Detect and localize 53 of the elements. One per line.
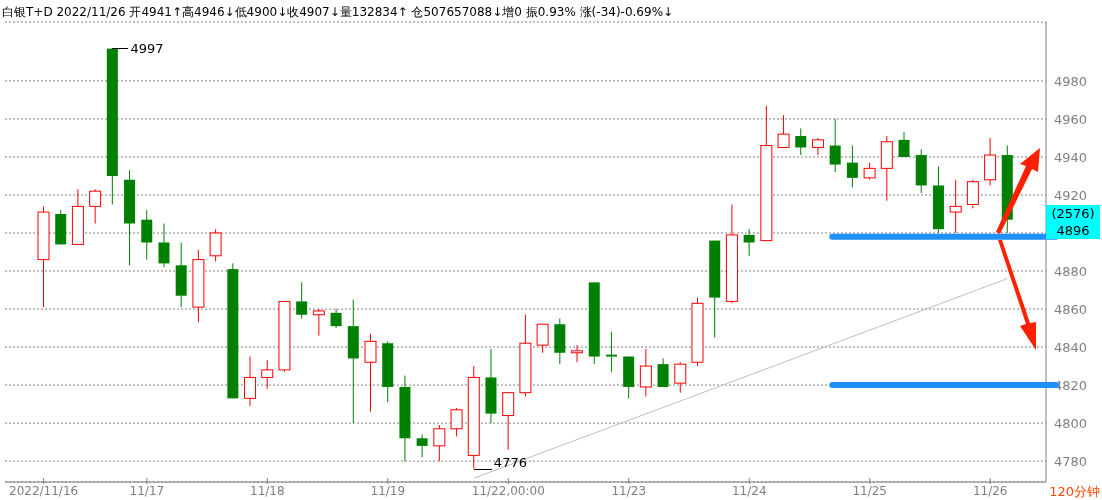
- candlestick: [141, 209, 153, 261]
- y-tick-label: 4860: [1054, 301, 1088, 317]
- candlestick: [261, 359, 274, 390]
- candlestick: [450, 407, 463, 437]
- text: 120分钟: [1049, 483, 1100, 500]
- y-tick-label: 4800: [1054, 415, 1088, 431]
- candlestick: [312, 308, 325, 337]
- candlestick: [364, 333, 377, 413]
- x-tick-label: 2022/11/16: [9, 484, 79, 498]
- y-tick-label: 4780: [1054, 453, 1088, 469]
- x-tick-label: 11/18: [250, 484, 285, 498]
- candlestick: [898, 131, 910, 158]
- y-tick-label: 4880: [1054, 263, 1088, 279]
- candlestick: [296, 281, 308, 320]
- candlestick: [605, 331, 617, 373]
- text: (2576): [1050, 204, 1096, 222]
- candlestick: [949, 179, 962, 234]
- x-tick-label: 11/26: [972, 484, 1008, 498]
- candlestick: [795, 127, 807, 156]
- candlestick: [244, 356, 257, 407]
- candlestick: [89, 188, 102, 224]
- candlestick: [639, 348, 652, 397]
- candlestick: [209, 228, 222, 262]
- candlestick: [536, 323, 549, 354]
- text: 4896: [1055, 221, 1091, 239]
- candlestick: [674, 361, 687, 394]
- candlestick: [571, 344, 584, 363]
- candlestick: [743, 228, 755, 257]
- x-tick-label: 11/19: [370, 484, 406, 498]
- candlestick: [330, 308, 342, 329]
- x-tick-label: 11/22,00:00: [471, 484, 545, 498]
- annotation: 4997: [129, 40, 164, 56]
- y-tick-label: 4840: [1054, 339, 1088, 355]
- x-tick-label: 11/17: [129, 484, 165, 498]
- candlestick: [811, 137, 824, 156]
- candlestick: [433, 424, 446, 462]
- x-tick-label: 11/23: [611, 484, 647, 498]
- y-tick-label: 4940: [1054, 149, 1088, 165]
- y-tick-label: 4960: [1054, 111, 1088, 127]
- candlestick: [416, 433, 428, 458]
- y-tick-label: 4920: [1054, 187, 1088, 203]
- candlestick: [657, 357, 669, 388]
- x-tick-label: 11/25: [852, 484, 888, 498]
- candlestick: [777, 114, 790, 148]
- annotation: 4776: [492, 454, 527, 470]
- x-tick-label: 11/24: [731, 484, 767, 498]
- y-tick-label: 4980: [1054, 73, 1088, 89]
- candlestick: [502, 392, 515, 451]
- candlestick: [158, 222, 170, 268]
- candlestick: [966, 179, 979, 209]
- candlestick: [829, 118, 841, 173]
- chart-title: 白银T+D 2022/11/26 开4941↑高4946↓低4900↓收4907↓量132834↑ 仓507657088↓增0 振0.93% 涨(-34)-0.69%↓: [2, 4, 674, 21]
- candlestick: [846, 145, 858, 188]
